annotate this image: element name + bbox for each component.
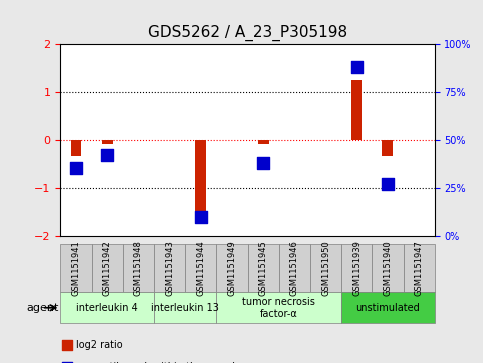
Text: interleukin 4: interleukin 4 (76, 303, 138, 313)
Text: GSM1151946: GSM1151946 (290, 241, 299, 297)
Bar (71, 140, 82, 156)
Point (103, 152, 111, 158)
Text: GSM1151942: GSM1151942 (103, 241, 112, 296)
FancyBboxPatch shape (341, 244, 372, 293)
FancyBboxPatch shape (403, 244, 435, 293)
Text: agent: agent (27, 303, 59, 313)
FancyBboxPatch shape (341, 293, 435, 323)
Text: interleukin 13: interleukin 13 (151, 303, 219, 313)
FancyBboxPatch shape (216, 244, 247, 293)
FancyBboxPatch shape (154, 244, 185, 293)
Text: GSM1151948: GSM1151948 (134, 241, 143, 297)
Text: log2 ratio: log2 ratio (76, 340, 123, 350)
Bar (257, 140, 269, 144)
Text: GSM1151943: GSM1151943 (165, 241, 174, 297)
FancyBboxPatch shape (279, 244, 310, 293)
Point (384, 181, 392, 187)
Text: GSM1151944: GSM1151944 (196, 241, 205, 296)
Text: GSM1151940: GSM1151940 (384, 241, 392, 296)
Bar (102, 140, 113, 144)
FancyBboxPatch shape (60, 293, 154, 323)
Text: GSM1151945: GSM1151945 (258, 241, 268, 296)
Text: GSM1151939: GSM1151939 (352, 241, 361, 297)
Text: GSM1151941: GSM1151941 (71, 241, 81, 296)
FancyBboxPatch shape (372, 244, 403, 293)
FancyBboxPatch shape (60, 244, 92, 293)
FancyBboxPatch shape (185, 244, 216, 293)
Bar (383, 140, 393, 156)
Point (259, 160, 267, 166)
Point (197, 213, 205, 219)
Text: GSM1151947: GSM1151947 (414, 241, 424, 297)
Point (63, 342, 71, 348)
Text: percentile rank within the sample: percentile rank within the sample (76, 362, 241, 363)
FancyBboxPatch shape (247, 244, 279, 293)
FancyBboxPatch shape (310, 244, 341, 293)
Text: tumor necrosis
factor-α: tumor necrosis factor-α (242, 297, 315, 319)
Bar (351, 79, 362, 140)
FancyBboxPatch shape (154, 293, 216, 323)
Bar (195, 140, 206, 224)
Point (72, 166, 80, 171)
Text: GSM1151949: GSM1151949 (227, 241, 237, 296)
Point (353, 64, 361, 70)
Text: unstimulated: unstimulated (355, 303, 420, 313)
Title: GDS5262 / A_23_P305198: GDS5262 / A_23_P305198 (148, 25, 347, 41)
FancyBboxPatch shape (123, 244, 154, 293)
FancyBboxPatch shape (92, 244, 123, 293)
Text: GSM1151950: GSM1151950 (321, 241, 330, 296)
FancyBboxPatch shape (216, 293, 341, 323)
